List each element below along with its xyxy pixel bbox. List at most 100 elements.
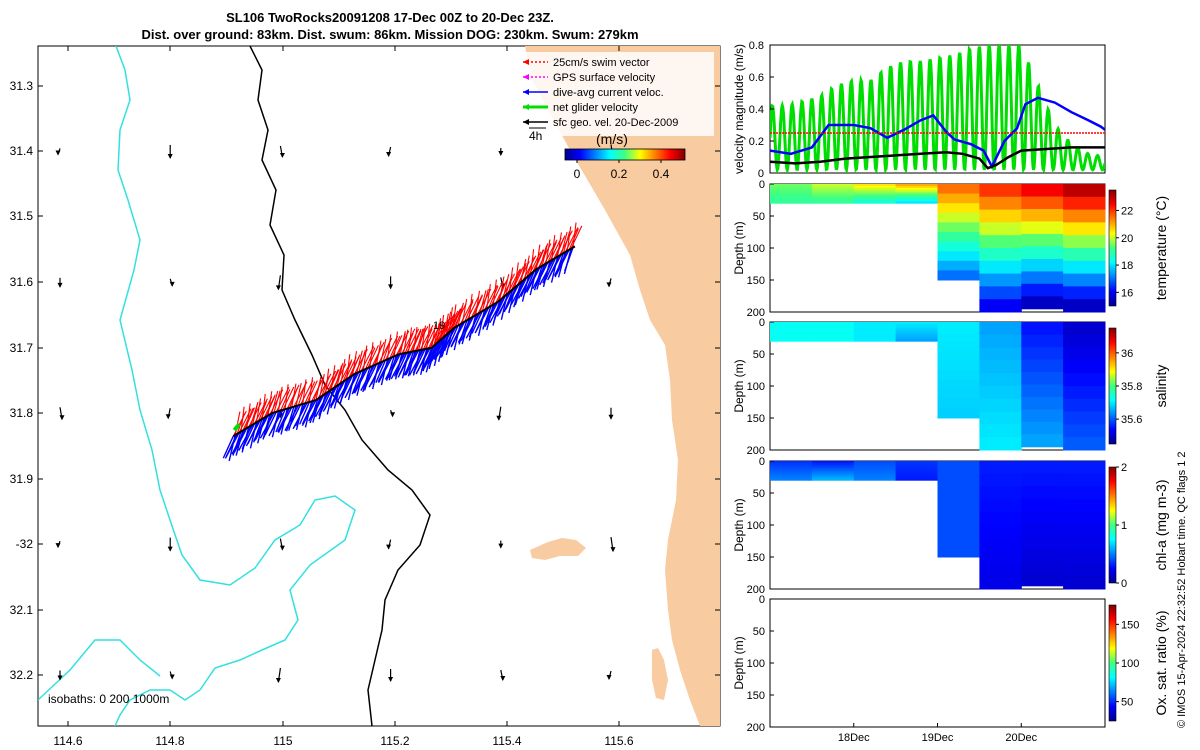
section-cell: [937, 260, 980, 271]
garden-island: [652, 648, 668, 700]
swim-vector: [503, 274, 510, 298]
section-colorbar-tick-label: 35.8: [1121, 381, 1142, 393]
swim-vector: [280, 389, 291, 411]
section-cell: [895, 325, 938, 329]
geo-velocity-arrow-head: [275, 285, 281, 291]
swim-vector: [336, 363, 344, 386]
section-colorbar-tick-label: 2: [1121, 462, 1127, 474]
section-cell: [853, 187, 897, 191]
section-cell: [853, 337, 897, 340]
current-vector: [387, 353, 401, 379]
current-vector: [329, 381, 344, 407]
section-cell: [770, 329, 813, 333]
geo-velocity-arrow-head: [386, 151, 392, 157]
section-cell: [1021, 246, 1064, 260]
section-cell: [1063, 184, 1106, 198]
swim-vector: [572, 222, 577, 248]
section-cell: [937, 547, 980, 558]
section-cell: [979, 273, 1022, 287]
section-cell: [1063, 411, 1106, 425]
section-cell: [937, 270, 980, 281]
swim-vector: [393, 331, 399, 357]
swim-vector: [240, 406, 245, 432]
section-cell: [811, 472, 855, 475]
current-vector: [482, 302, 497, 329]
swim-vector: [282, 386, 295, 411]
current-vector: [396, 352, 408, 376]
current-vector: [341, 374, 354, 399]
section-cell: [1021, 473, 1064, 487]
swim-vector: [369, 342, 374, 368]
section-cell: [895, 327, 938, 331]
section-cell: [811, 193, 855, 196]
scale-vector-label: 4h: [529, 129, 542, 143]
swim-vector: [325, 368, 330, 394]
geo-velocity-arrow-head: [496, 415, 502, 421]
depth-section-4: 0 50 100 150 200 Depth (m) 0 1 2 chl-a (mg m-3): [732, 456, 1169, 596]
swim-vector: [334, 365, 343, 388]
map-colorbar-label: (m/s): [596, 131, 628, 147]
current-vector: [277, 407, 293, 433]
current-vector: [413, 348, 426, 373]
rottnest-island: [530, 538, 586, 560]
section-cell: [1063, 260, 1106, 275]
swim-vector: [352, 351, 358, 376]
section-cell: [770, 476, 813, 479]
current-vector: [403, 350, 418, 376]
geo-velocity-arrow-head: [55, 543, 61, 549]
swim-vector: [443, 313, 449, 338]
section-cell: [979, 235, 1022, 249]
glider-vector-fans: [222, 222, 583, 462]
section-cell: [1021, 233, 1064, 247]
section-cell: [979, 537, 1022, 552]
swim-vector: [541, 243, 549, 266]
section-cell: [1063, 248, 1106, 262]
swim-vector: [403, 329, 409, 354]
section-y-tick-label: 150: [747, 552, 765, 564]
section-cell: [979, 196, 1022, 211]
section-cell: [895, 339, 938, 342]
current-vector: [553, 250, 568, 276]
current-vector: [253, 416, 267, 442]
section-cell: [811, 199, 855, 202]
current-vector: [238, 424, 254, 451]
section-cell: [895, 185, 938, 189]
section-cell: [1063, 499, 1106, 513]
swim-vector: [466, 296, 479, 321]
current-vector: [489, 296, 505, 324]
section-cell: [895, 195, 938, 198]
map-x-tick-label: 114.6: [53, 734, 82, 748]
map-y-tick-label: 31.8: [10, 406, 34, 420]
current-vector: [344, 371, 360, 399]
swim-vector: [562, 231, 571, 254]
section-cell: [770, 323, 813, 327]
current-vector: [352, 368, 367, 394]
map-colorbar-tick-label: 0: [574, 167, 581, 181]
section-cell: [937, 461, 980, 472]
swim-vector: [391, 335, 403, 358]
section-cell: [811, 184, 855, 187]
section-cell: [937, 489, 980, 500]
section-cell: [811, 331, 855, 334]
section-cell: [853, 476, 897, 479]
swim-vector: [308, 377, 314, 403]
current-vector: [428, 337, 444, 365]
section-cell: [979, 386, 1022, 400]
section-cell: [979, 209, 1022, 223]
swim-vector: [246, 403, 251, 429]
section-cell: [937, 193, 980, 204]
current-vector: [493, 295, 507, 319]
swim-vector: [439, 314, 445, 340]
section-cell: [937, 379, 980, 390]
velocity-y-ticks: 0 0.2 0.4 0.6 0.8: [749, 40, 774, 180]
section-cell: [979, 550, 1022, 564]
current-vector: [447, 325, 459, 349]
section-y-tick-label: 150: [747, 690, 765, 702]
section-cell: [1063, 235, 1106, 249]
section-cell: [770, 470, 813, 473]
section-cell: [853, 199, 897, 202]
section-cell: [853, 462, 897, 466]
depth-section-2: 0 50 100 150 200 Depth (m) 16 18 20 22 temperature…: [732, 179, 1169, 319]
section-cell: [1021, 258, 1064, 272]
section-colorbar-tick-label: 50: [1121, 697, 1133, 709]
